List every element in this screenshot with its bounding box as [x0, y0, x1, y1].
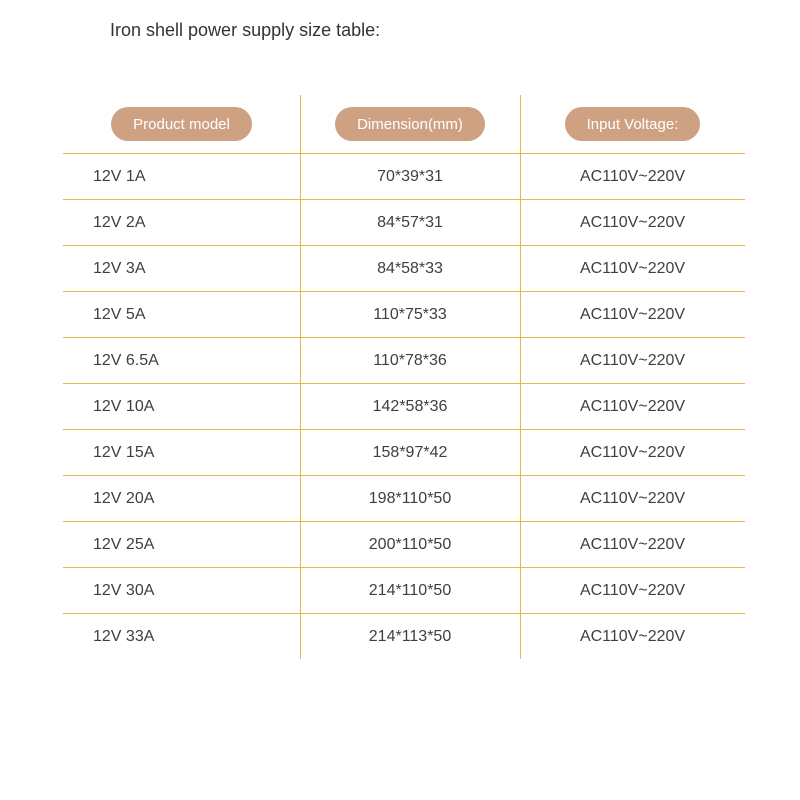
table-row: 12V 15A158*97*42AC110V~220V: [63, 429, 745, 475]
cell-dimension: 214*113*50: [300, 614, 520, 659]
cell-model: 12V 3A: [63, 246, 300, 291]
cell-voltage: AC110V~220V: [520, 614, 745, 659]
table-header-cell: Product model: [63, 95, 300, 153]
cell-voltage: AC110V~220V: [520, 292, 745, 337]
cell-model: 12V 30A: [63, 568, 300, 613]
table-header-cell: Input Voltage:: [520, 95, 745, 153]
table-row: 12V 2A84*57*31AC110V~220V: [63, 199, 745, 245]
cell-voltage: AC110V~220V: [520, 522, 745, 567]
cell-model: 12V 20A: [63, 476, 300, 521]
cell-dimension: 70*39*31: [300, 154, 520, 199]
cell-model: 12V 33A: [63, 614, 300, 659]
table-row: 12V 20A198*110*50AC110V~220V: [63, 475, 745, 521]
cell-model: 12V 10A: [63, 384, 300, 429]
cell-model: 12V 6.5A: [63, 338, 300, 383]
cell-dimension: 198*110*50: [300, 476, 520, 521]
cell-model: 12V 5A: [63, 292, 300, 337]
header-pill-voltage: Input Voltage:: [565, 107, 701, 141]
cell-dimension: 158*97*42: [300, 430, 520, 475]
cell-dimension: 142*58*36: [300, 384, 520, 429]
cell-voltage: AC110V~220V: [520, 384, 745, 429]
column-divider: [520, 95, 521, 659]
page-title: Iron shell power supply size table:: [110, 20, 380, 41]
table-row: 12V 3A84*58*33AC110V~220V: [63, 245, 745, 291]
table-row: 12V 10A142*58*36AC110V~220V: [63, 383, 745, 429]
cell-dimension: 200*110*50: [300, 522, 520, 567]
cell-voltage: AC110V~220V: [520, 154, 745, 199]
table-header-row: Product model Dimension(mm) Input Voltag…: [63, 95, 745, 153]
table-header-cell: Dimension(mm): [300, 95, 520, 153]
cell-dimension: 110*75*33: [300, 292, 520, 337]
cell-dimension: 84*58*33: [300, 246, 520, 291]
table-row: 12V 1A70*39*31AC110V~220V: [63, 153, 745, 199]
cell-model: 12V 1A: [63, 154, 300, 199]
cell-voltage: AC110V~220V: [520, 338, 745, 383]
table-row: 12V 30A214*110*50AC110V~220V: [63, 567, 745, 613]
cell-dimension: 110*78*36: [300, 338, 520, 383]
cell-dimension: 84*57*31: [300, 200, 520, 245]
table-body: 12V 1A70*39*31AC110V~220V12V 2A84*57*31A…: [63, 153, 745, 659]
cell-voltage: AC110V~220V: [520, 568, 745, 613]
header-pill-model: Product model: [111, 107, 252, 141]
cell-dimension: 214*110*50: [300, 568, 520, 613]
table-row: 12V 33A214*113*50AC110V~220V: [63, 613, 745, 659]
table-row: 12V 25A200*110*50AC110V~220V: [63, 521, 745, 567]
table-row: 12V 5A110*75*33AC110V~220V: [63, 291, 745, 337]
cell-model: 12V 25A: [63, 522, 300, 567]
cell-voltage: AC110V~220V: [520, 430, 745, 475]
table-row: 12V 6.5A110*78*36AC110V~220V: [63, 337, 745, 383]
column-divider: [300, 95, 301, 659]
cell-model: 12V 15A: [63, 430, 300, 475]
cell-voltage: AC110V~220V: [520, 200, 745, 245]
cell-voltage: AC110V~220V: [520, 476, 745, 521]
cell-model: 12V 2A: [63, 200, 300, 245]
page: Iron shell power supply size table: Prod…: [0, 0, 800, 800]
header-pill-dimension: Dimension(mm): [335, 107, 485, 141]
spec-table: Product model Dimension(mm) Input Voltag…: [63, 95, 745, 659]
cell-voltage: AC110V~220V: [520, 246, 745, 291]
